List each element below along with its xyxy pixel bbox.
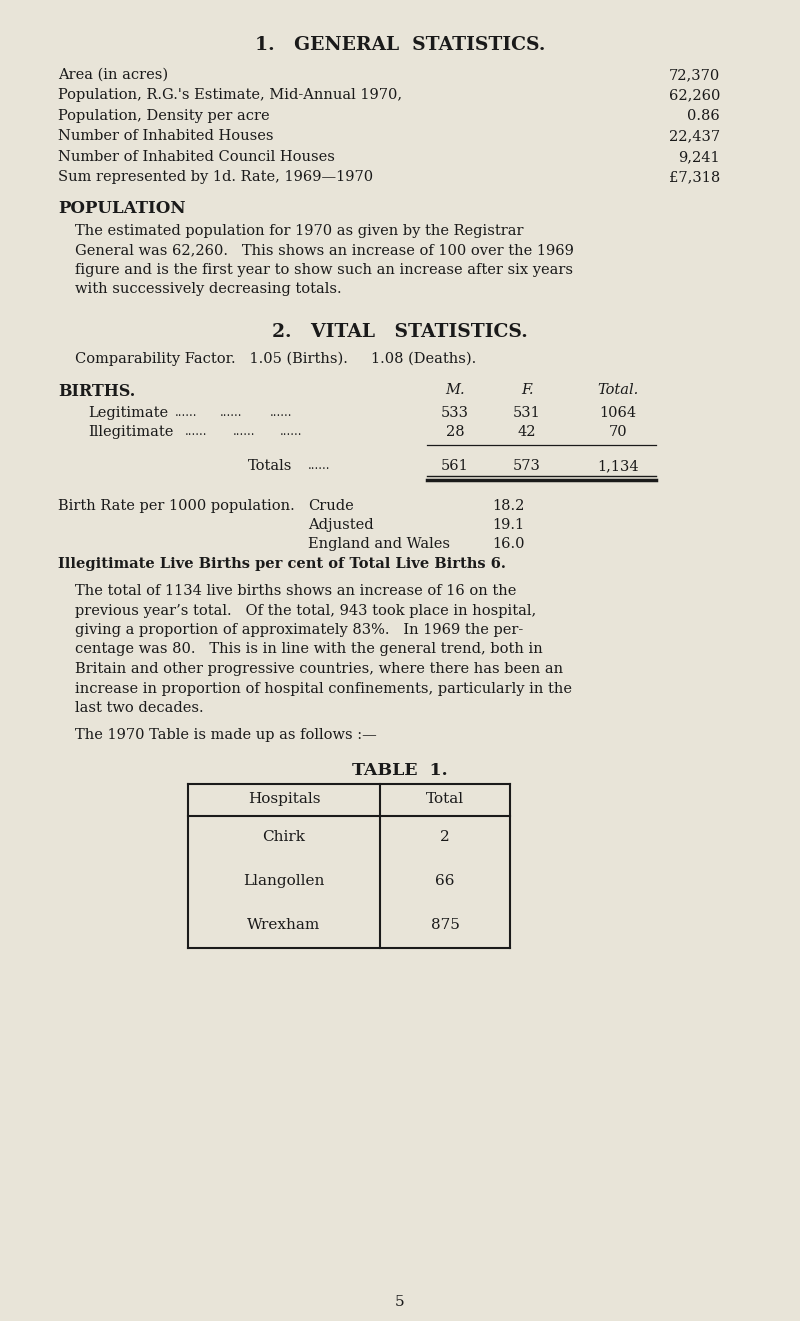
Text: 2.   VITAL   STATISTICS.: 2. VITAL STATISTICS.	[272, 324, 528, 341]
Text: Hospitals: Hospitals	[248, 793, 320, 806]
Text: ......: ......	[270, 406, 293, 419]
Text: 561: 561	[441, 458, 469, 473]
Text: 22,437: 22,437	[669, 129, 720, 144]
Text: POPULATION: POPULATION	[58, 199, 186, 217]
Text: Adjusted: Adjusted	[308, 518, 374, 532]
Text: 66: 66	[435, 875, 454, 888]
Text: General was 62,260.   This shows an increase of 100 over the 1969: General was 62,260. This shows an increa…	[75, 243, 574, 258]
Text: 0.86: 0.86	[687, 110, 720, 123]
Text: last two decades.: last two decades.	[75, 701, 204, 715]
Text: 2: 2	[440, 830, 450, 844]
Text: 531: 531	[513, 406, 541, 420]
Text: Illegitimate Live Births per cent of Total Live Births 6.: Illegitimate Live Births per cent of Tot…	[58, 557, 506, 571]
Text: Number of Inhabited Council Houses: Number of Inhabited Council Houses	[58, 151, 335, 164]
Text: 1.   GENERAL  STATISTICS.: 1. GENERAL STATISTICS.	[255, 36, 545, 54]
Text: Population, R.G.'s Estimate, Mid-Annual 1970,: Population, R.G.'s Estimate, Mid-Annual …	[58, 89, 402, 103]
Text: ......: ......	[185, 425, 207, 439]
Text: M.: M.	[445, 383, 465, 398]
Text: ......: ......	[175, 406, 198, 419]
Text: 70: 70	[609, 425, 627, 439]
Text: Totals: Totals	[248, 458, 292, 473]
Text: 19.1: 19.1	[492, 518, 524, 532]
Text: figure and is the first year to show such an increase after six years: figure and is the first year to show suc…	[75, 263, 573, 277]
Text: England and Wales: England and Wales	[308, 538, 450, 551]
Text: ......: ......	[280, 425, 302, 439]
Text: Britain and other progressive countries, where there has been an: Britain and other progressive countries,…	[75, 662, 563, 676]
Text: Llangollen: Llangollen	[243, 875, 325, 888]
Text: Chirk: Chirk	[262, 830, 306, 844]
Text: Wrexham: Wrexham	[247, 918, 321, 933]
Text: ......: ......	[308, 458, 330, 472]
Text: 16.0: 16.0	[492, 538, 525, 551]
Text: BIRTHS.: BIRTHS.	[58, 383, 135, 400]
Text: £7,318: £7,318	[669, 170, 720, 185]
Text: Comparability Factor.   1.05 (Births).     1.08 (Deaths).: Comparability Factor. 1.05 (Births). 1.0…	[75, 351, 476, 366]
Text: F.: F.	[521, 383, 534, 398]
Text: Birth Rate per 1000 population.: Birth Rate per 1000 population.	[58, 499, 294, 513]
Text: Population, Density per acre: Population, Density per acre	[58, 110, 270, 123]
Text: 9,241: 9,241	[678, 151, 720, 164]
Text: increase in proportion of hospital confinements, particularly in the: increase in proportion of hospital confi…	[75, 682, 572, 695]
Text: 18.2: 18.2	[492, 499, 524, 513]
Text: The estimated population for 1970 as given by the Registrar: The estimated population for 1970 as giv…	[75, 225, 523, 238]
Text: 573: 573	[513, 458, 541, 473]
Text: The total of 1134 live births shows an increase of 16 on the: The total of 1134 live births shows an i…	[75, 584, 516, 598]
Text: 5: 5	[395, 1295, 405, 1309]
Text: Crude: Crude	[308, 499, 354, 513]
Text: ......: ......	[233, 425, 255, 439]
Text: Sum represented by 1d. Rate, 1969—1970: Sum represented by 1d. Rate, 1969—1970	[58, 170, 373, 185]
Text: 533: 533	[441, 406, 469, 420]
Text: TABLE  1.: TABLE 1.	[352, 762, 448, 779]
Text: 28: 28	[446, 425, 464, 439]
Text: Area (in acres): Area (in acres)	[58, 67, 168, 82]
Text: Number of Inhabited Houses: Number of Inhabited Houses	[58, 129, 274, 144]
Text: 72,370: 72,370	[669, 67, 720, 82]
Text: The 1970 Table is made up as follows :—: The 1970 Table is made up as follows :—	[75, 728, 377, 742]
Text: 42: 42	[518, 425, 536, 439]
Text: giving a proportion of approximately 83%.   In 1969 the per-: giving a proportion of approximately 83%…	[75, 624, 523, 637]
Text: 875: 875	[430, 918, 459, 933]
Text: centage was 80.   This is in line with the general trend, both in: centage was 80. This is in line with the…	[75, 642, 542, 657]
Text: 62,260: 62,260	[669, 89, 720, 103]
Text: ......: ......	[220, 406, 242, 419]
Text: 1,134: 1,134	[597, 458, 639, 473]
Text: Total: Total	[426, 793, 464, 806]
Text: Total.: Total.	[598, 383, 638, 398]
Text: previous year’s total.   Of the total, 943 took place in hospital,: previous year’s total. Of the total, 943…	[75, 604, 536, 617]
Text: 1064: 1064	[599, 406, 637, 420]
Text: Legitimate: Legitimate	[88, 406, 168, 420]
Text: Illegitimate: Illegitimate	[88, 425, 174, 439]
Text: with successively decreasing totals.: with successively decreasing totals.	[75, 283, 342, 296]
